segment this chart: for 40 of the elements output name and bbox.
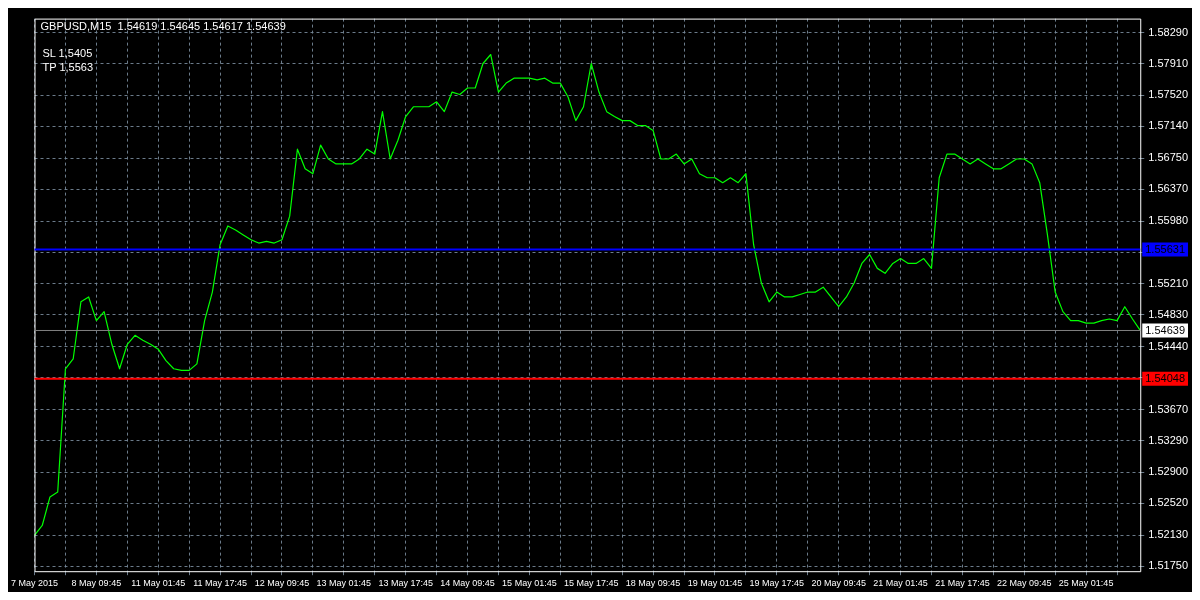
annotation: TP 1,5563 [42,61,94,74]
y-tick-label: 1.57910 [1148,56,1188,69]
x-tick-label: 22 May 09:45 [996,578,1052,589]
x-tick-label: 11 May 17:45 [193,578,248,589]
x-tick-label: 19 May 17:45 [749,578,805,589]
y-tick-label: 1.57520 [1148,88,1188,101]
x-tick-label: 15 May 17:45 [563,578,619,589]
x-tick-label: 13 May 17:45 [378,578,433,589]
y-tick-label: 1.55210 [1148,276,1188,289]
y-tick-label: 1.53290 [1148,433,1188,446]
x-tick-label: 11 May 01:45 [131,578,186,589]
y-tick-label: 1.57140 [1148,119,1188,132]
y-tick-label: 1.54830 [1148,307,1188,320]
x-tick-label: 19 May 01:45 [687,578,743,589]
x-tick-label: 14 May 09:45 [440,578,495,589]
ref-line-label: 1.55631 [1145,242,1185,255]
x-tick-label: 8 May 09:45 [71,578,122,589]
y-tick-label: 1.55980 [1148,214,1188,227]
annotation: SL 1,5405 [42,47,93,60]
x-tick-label: 25 May 01:45 [1058,578,1114,589]
y-tick-label: 1.51750 [1148,559,1188,572]
x-tick-label: 21 May 17:45 [935,578,990,589]
x-tick-label: 20 May 09:45 [811,578,866,589]
x-tick-label: 15 May 01:45 [502,578,557,589]
x-tick-label: 21 May 01:45 [873,578,928,589]
x-tick-label: 12 May 09:45 [254,578,310,589]
y-tick-label: 1.53670 [1148,402,1188,415]
chart-title: GBPUSD,M15 1.54619 1.54645 1.54617 1.54639 [40,20,286,33]
x-tick-label: 7 May 2015 [11,578,59,589]
y-tick-label: 1.56370 [1148,182,1188,195]
ref-line-label: 1.54639 [1145,323,1185,336]
ref-line-label: 1.54048 [1145,371,1185,384]
y-tick-label: 1.52900 [1148,465,1188,478]
x-tick-label: 18 May 09:45 [625,578,681,589]
y-tick-label: 1.52520 [1148,496,1188,509]
y-tick-label: 1.56750 [1148,151,1188,164]
y-tick-label: 1.58290 [1148,25,1188,38]
y-tick-label: 1.52130 [1148,528,1188,541]
y-tick-label: 1.54440 [1148,339,1188,352]
x-tick-label: 13 May 01:45 [316,578,372,589]
